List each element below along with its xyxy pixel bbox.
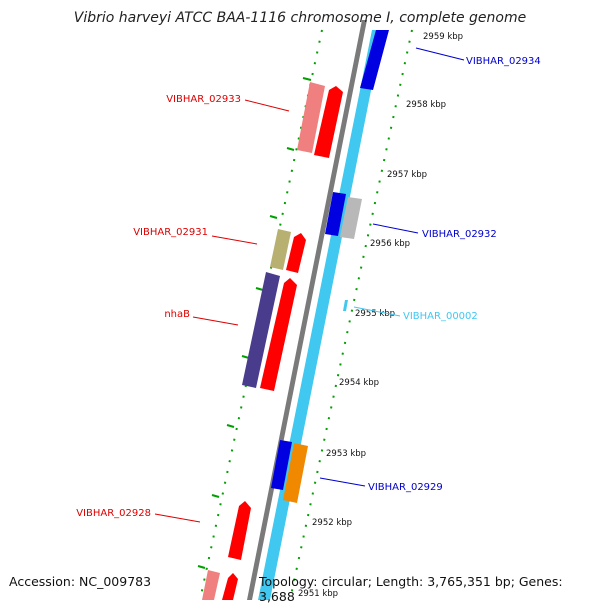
gene-02928-arrow — [228, 501, 251, 560]
label-vibhar-02933: VIBHAR_02933 — [166, 94, 241, 105]
leader-lines — [154, 47, 465, 523]
reverse-gene-02929 — [271, 440, 292, 490]
nhaB-arrow — [260, 278, 297, 391]
gene-02931-block — [270, 229, 291, 270]
genome-backbone — [247, 20, 367, 600]
tick-2953: 2953 kbp — [326, 449, 366, 459]
tick-2954: 2954 kbp — [339, 378, 379, 388]
gene-02933-light — [297, 82, 325, 153]
gc-track — [258, 30, 383, 600]
tick-labels: 2959 kbp 2958 kbp 2957 kbp 2956 kbp 2955… — [298, 32, 463, 599]
tick-2952: 2952 kbp — [312, 518, 352, 528]
label-vibhar-02934: VIBHAR_02934 — [466, 56, 541, 67]
tick-2956: 2956 kbp — [370, 239, 410, 249]
map-title: Vibrio harveyi ATCC BAA-1116 chromosome … — [73, 10, 527, 26]
tick-2959: 2959 kbp — [423, 32, 463, 42]
label-vibhar-00002: VIBHAR_00002 — [403, 311, 478, 322]
outer-ruler-left — [199, 29, 323, 600]
gene-02929-block — [283, 443, 308, 503]
reverse-gene-02934 — [360, 30, 389, 90]
gene-02931-arrow — [286, 233, 306, 273]
accession-text: Accession: NC_009783 — [9, 574, 152, 589]
gene-bottom-light — [202, 570, 220, 600]
gene-02933-arrow — [314, 86, 343, 158]
label-vibhar-02928: VIBHAR_02928 — [76, 508, 151, 519]
outer-ruler-right — [289, 29, 413, 600]
nhaB-block — [242, 272, 280, 388]
gene-02932-block — [340, 197, 362, 239]
tick-2958: 2958 kbp — [406, 100, 446, 110]
label-vibhar-02931: VIBHAR_02931 — [133, 227, 208, 238]
label-vibhar-02929: VIBHAR_02929 — [368, 482, 443, 493]
reverse-gene-02932 — [325, 192, 346, 236]
tick-2951: 2951 kbp — [298, 589, 338, 599]
label-vibhar-02932: VIBHAR_02932 — [422, 229, 497, 240]
tick-2957: 2957 kbp — [387, 170, 427, 180]
tick-2955: 2955 kbp — [355, 309, 395, 319]
gene-bottom-arrow — [222, 573, 238, 600]
gene-00002-marker — [343, 300, 348, 311]
label-nhab: nhaB — [164, 309, 190, 320]
